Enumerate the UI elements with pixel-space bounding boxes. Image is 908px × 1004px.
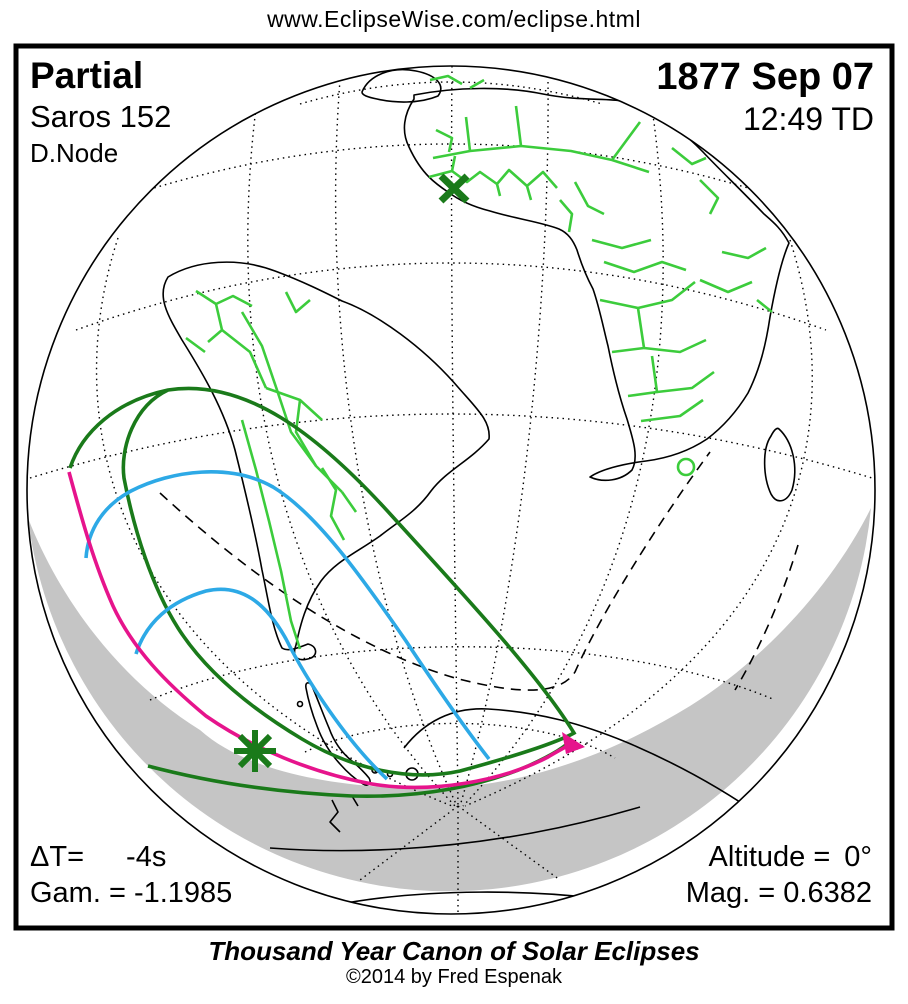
- copyright-text: ©2014 by Fred Espenak: [346, 966, 562, 988]
- node-label: D.Node: [30, 138, 119, 168]
- magnitude-contour-outer: [84, 470, 491, 761]
- altitude-label: Altitude =: [708, 841, 831, 873]
- greatest-eclipse-marker: [234, 730, 276, 772]
- globe-limb-outline: [26, 65, 876, 915]
- eclipse-date-label: 1877 Sep 07: [656, 56, 874, 98]
- page-url-text: www.EclipseWise.com/eclipse.html: [267, 6, 641, 32]
- coast-madagascar: [763, 427, 796, 502]
- magnitude-contour-inner: [134, 587, 389, 781]
- coast-africa: [403, 87, 790, 482]
- gamma-line: Gam. = -1.1985: [30, 877, 233, 909]
- graticule-meridians: [95, 66, 813, 914]
- subsolar-point-marker: [438, 173, 470, 204]
- coast-south-america: [162, 261, 490, 661]
- saros-label: Saros 152: [30, 99, 172, 134]
- canon-series-title: Thousand Year Canon of Solar Eclipses: [208, 936, 700, 966]
- eclipse-type-label: Partial: [30, 55, 144, 96]
- magenta-arrowhead: [562, 732, 585, 754]
- delta-t-line: ΔT= -4s: [30, 841, 166, 874]
- country-borders: [185, 74, 773, 650]
- altitude-line: Altitude = 0°: [709, 841, 872, 874]
- magnitude-line: Mag. = 0.6382: [685, 877, 872, 909]
- altitude-value: 0°: [844, 841, 872, 873]
- delta-t-value: -4s: [126, 841, 167, 873]
- graticule-parallels: [29, 81, 873, 759]
- night-shadow-region: [28, 508, 871, 892]
- eclipse-time-label: 12:49 TD: [742, 101, 874, 137]
- penumbra-limit-loop: [68, 386, 577, 777]
- delta-t-label: ΔT=: [30, 841, 85, 873]
- globe-day-side: [27, 66, 875, 914]
